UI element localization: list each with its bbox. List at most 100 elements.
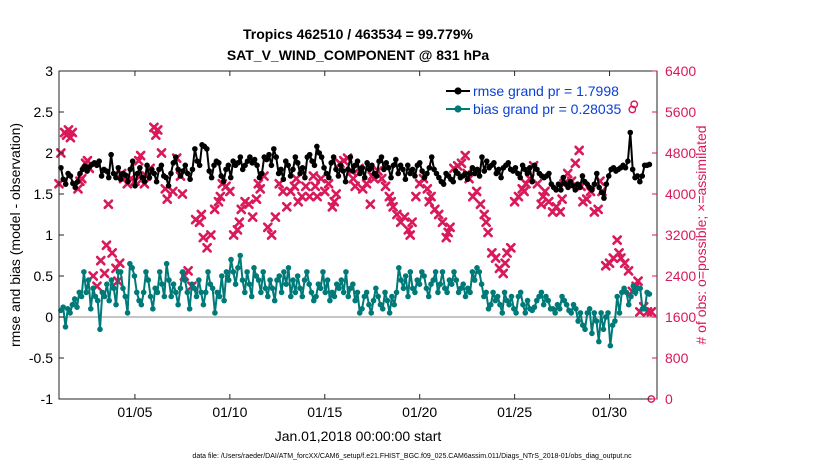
rmse-point xyxy=(256,174,263,181)
rmse-point xyxy=(251,156,258,163)
bias-point xyxy=(619,289,625,296)
obs-assimilated-marker xyxy=(103,199,114,210)
obs-assimilated-marker xyxy=(581,194,592,205)
rmse-point xyxy=(522,166,528,173)
bias-point xyxy=(458,285,464,292)
rmse-point xyxy=(151,170,157,177)
rmse-point xyxy=(393,156,399,163)
rmse-point xyxy=(218,173,224,179)
bias-point xyxy=(379,306,386,312)
bias-point xyxy=(490,289,496,296)
bias-point xyxy=(69,301,76,308)
rmse-point xyxy=(462,170,468,177)
bias-point xyxy=(94,297,101,304)
bias-point xyxy=(81,269,87,275)
bias-point xyxy=(501,289,508,296)
rmse-point xyxy=(204,146,210,152)
rmse-point xyxy=(113,174,119,181)
obs-assimilated-marker xyxy=(300,181,311,192)
rmse-point xyxy=(419,168,425,174)
rmse-point xyxy=(93,162,100,169)
rmse-point xyxy=(433,170,440,177)
rmse-point xyxy=(560,174,567,181)
rmse-point xyxy=(115,164,122,171)
bias-point xyxy=(471,277,478,283)
bias-point xyxy=(368,310,375,316)
rmse-point xyxy=(239,166,246,173)
rmse-point xyxy=(491,160,497,166)
obs-assimilated-marker xyxy=(99,268,110,279)
rmse-point xyxy=(479,154,485,160)
bias-point xyxy=(616,310,623,316)
rmse-point xyxy=(603,181,610,187)
bias-point xyxy=(621,285,627,292)
bias-point xyxy=(476,269,483,275)
rmse-point xyxy=(108,151,114,158)
bias-point xyxy=(170,281,177,288)
obs-assimilated-marker xyxy=(224,186,235,197)
bias-point xyxy=(67,310,73,316)
bias-point xyxy=(432,269,439,275)
rmse-point xyxy=(132,183,138,189)
bias-point xyxy=(163,260,170,267)
right-y-tick-label: 1600 xyxy=(665,309,696,325)
bias-point xyxy=(285,265,292,271)
obs-assimilated-marker xyxy=(236,204,247,215)
bias-point xyxy=(191,285,198,292)
bias-point xyxy=(554,301,561,308)
rmse-point xyxy=(577,184,583,191)
rmse-point xyxy=(505,160,512,166)
bias-point xyxy=(122,293,129,300)
bias-point xyxy=(520,301,526,308)
rmse-point xyxy=(526,164,533,171)
rmse-point xyxy=(237,154,244,160)
obs-assimilated-marker xyxy=(278,186,288,197)
bias-point xyxy=(531,304,538,310)
bias-point xyxy=(384,297,391,304)
bias-point xyxy=(338,277,345,283)
rmse-point xyxy=(553,187,559,193)
bias-point xyxy=(97,326,103,333)
rmse-point xyxy=(163,174,169,181)
rmse-point xyxy=(137,164,143,171)
bias-point xyxy=(524,297,531,304)
right-y-axis-ticks: 0 800 1600 2400 3200 4000 4800 5600 6400 xyxy=(652,63,696,407)
bias-point xyxy=(152,285,158,292)
bias-point xyxy=(184,289,191,296)
bias-point xyxy=(230,269,237,275)
rmse-point xyxy=(385,164,392,171)
rmse-point xyxy=(471,170,478,177)
bias-point xyxy=(575,318,581,324)
rmse-point xyxy=(388,174,394,181)
rmse-point xyxy=(84,168,91,174)
rmse-point xyxy=(82,163,88,169)
left-y-tick-label: 2.5 xyxy=(34,104,54,120)
rmse-point xyxy=(208,174,215,181)
obs-assimilated-marker xyxy=(361,178,372,189)
rmse-point xyxy=(129,158,136,164)
obs-assimilated-marker xyxy=(646,306,657,317)
bias-point xyxy=(343,269,349,275)
left-y-tick-label: 1.5 xyxy=(34,186,54,202)
bias-point xyxy=(552,310,558,316)
bias-point xyxy=(140,289,147,296)
obs-assimilated-marker xyxy=(247,212,258,222)
rmse-point xyxy=(292,154,299,160)
bias-point xyxy=(598,310,604,316)
bias-point xyxy=(522,310,529,316)
obs-assimilated-marker xyxy=(266,230,277,240)
bias-point xyxy=(444,289,450,296)
rmse-point xyxy=(175,166,181,173)
rmse-point xyxy=(287,173,294,179)
obs-assimilated-marker xyxy=(481,217,492,228)
bias-point xyxy=(540,301,547,308)
bias-point xyxy=(138,301,145,308)
bias-point xyxy=(612,318,618,324)
bias-point xyxy=(76,289,83,296)
bias-point xyxy=(586,306,593,312)
rmse-point xyxy=(531,162,538,169)
rmse-point xyxy=(103,168,110,174)
rmse-point xyxy=(436,174,442,181)
rmse-point xyxy=(158,162,165,169)
obs-assimilated-marker xyxy=(135,150,146,161)
